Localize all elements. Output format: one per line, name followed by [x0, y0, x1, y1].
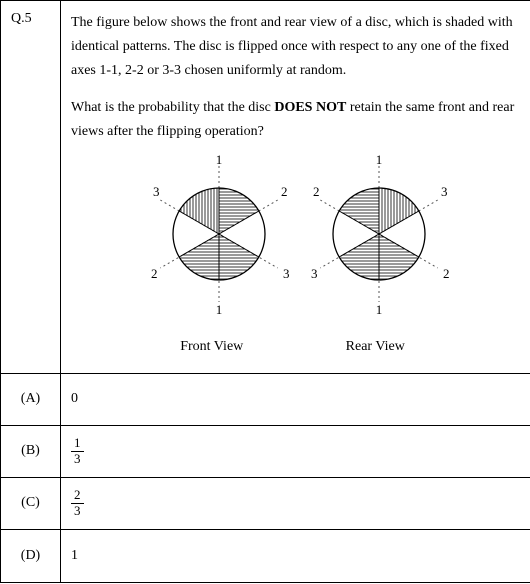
question-para2: What is the probability that the disc DO… — [71, 96, 516, 144]
rear-caption: Rear View — [295, 335, 455, 359]
front-axis-3-top: 3 — [153, 184, 160, 199]
rear-axis-2-top: 2 — [313, 184, 320, 199]
question-para1: The figure below shows the front and rea… — [71, 11, 516, 82]
option-d-value: 1 — [61, 530, 530, 582]
front-axis-1-bot: 1 — [215, 302, 222, 317]
rear-axis-3-bot: 3 — [311, 266, 318, 281]
rear-axis-2-bot: 2 — [443, 266, 450, 281]
figure-area: 1 1 2 2 3 3 — [71, 152, 516, 359]
rear-view-disc: 1 1 3 3 2 2 — [311, 152, 450, 317]
option-a-label: (A) — [1, 374, 61, 425]
question-container: Q.5 The figure below shows the front and… — [0, 0, 530, 583]
front-axis-3-bot: 3 — [283, 266, 290, 281]
option-c-label: (C) — [1, 478, 61, 529]
option-d-row: (D) 1 — [1, 530, 530, 582]
rear-axis-1-bot: 1 — [375, 302, 382, 317]
question-body: The figure below shows the front and rea… — [61, 1, 530, 373]
disc-figure-svg: 1 1 2 2 3 3 — [129, 152, 459, 322]
rear-axis-3-top: 3 — [441, 184, 448, 199]
question-number: Q.5 — [1, 1, 61, 373]
figure-captions: Front View Rear View — [71, 335, 516, 359]
option-a-row: (A) 0 — [1, 374, 530, 426]
option-b-label: (B) — [1, 426, 61, 477]
front-view-disc: 1 1 2 2 3 3 — [151, 152, 290, 317]
front-axis-2-top: 2 — [281, 184, 288, 199]
front-axis-2-bot: 2 — [151, 266, 158, 281]
option-b-value: 13 — [61, 426, 530, 477]
front-axis-1-top: 1 — [215, 152, 222, 167]
option-b-row: (B) 13 — [1, 426, 530, 478]
option-a-value: 0 — [61, 374, 530, 425]
rear-axis-1-top: 1 — [375, 152, 382, 167]
question-row: Q.5 The figure below shows the front and… — [1, 1, 530, 374]
option-c-row: (C) 23 — [1, 478, 530, 530]
option-c-value: 23 — [61, 478, 530, 529]
front-caption: Front View — [132, 335, 292, 359]
option-d-label: (D) — [1, 530, 61, 582]
